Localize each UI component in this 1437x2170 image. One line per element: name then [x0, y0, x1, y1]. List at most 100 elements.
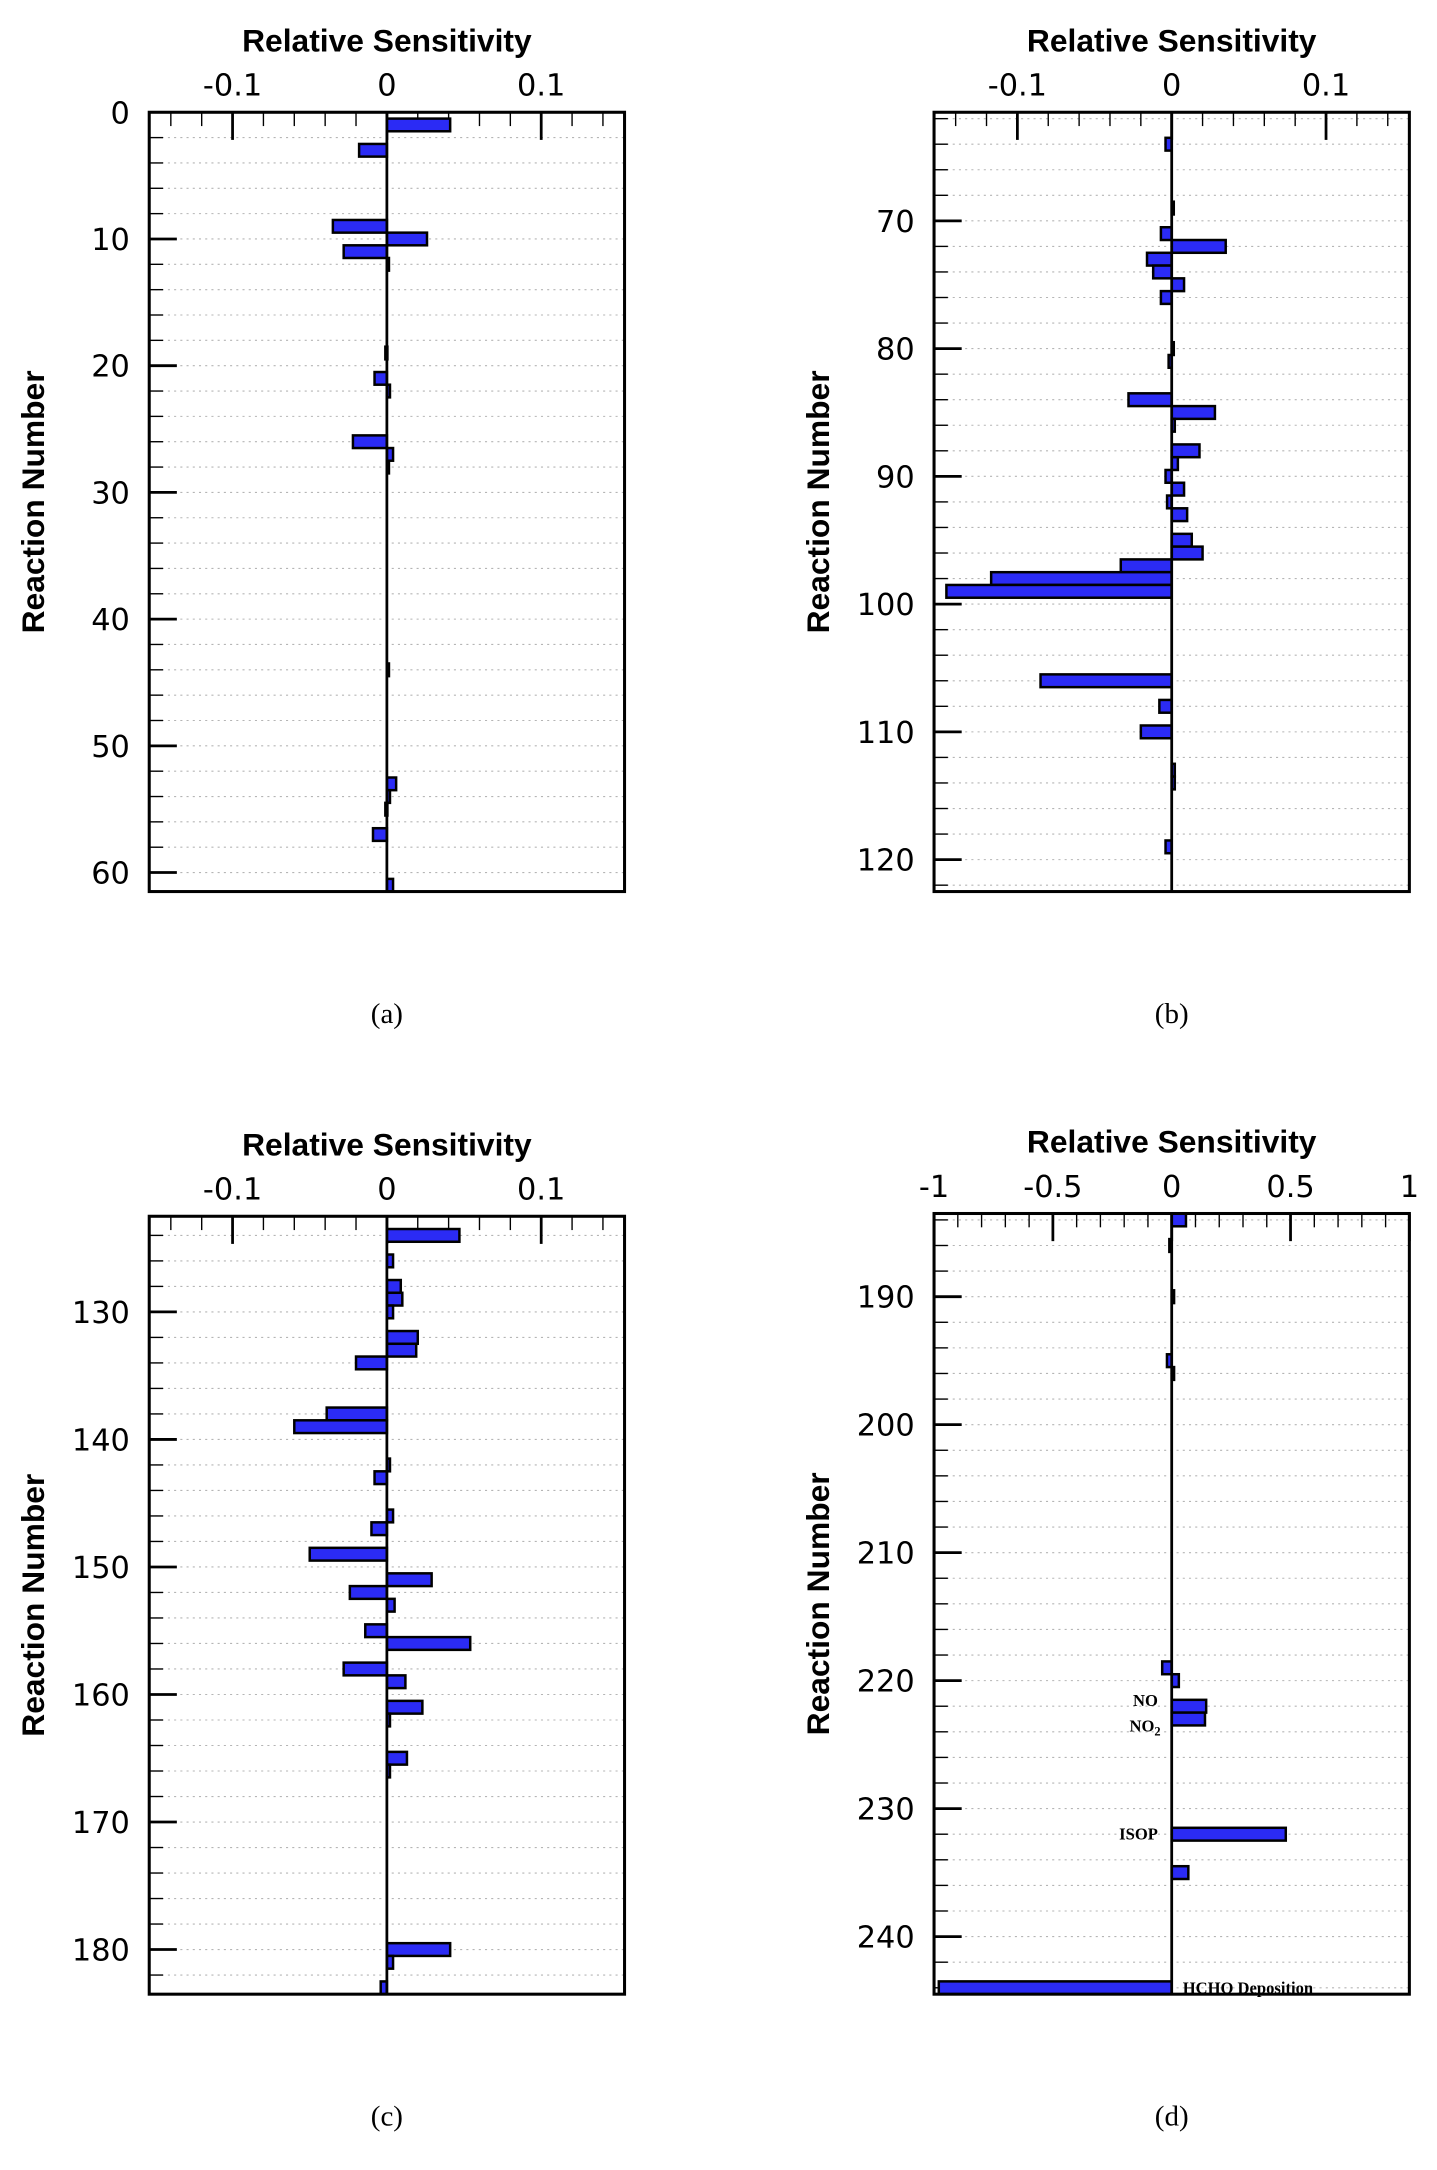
y-axis-title: Reaction Number — [15, 370, 51, 633]
y-tick-label: 60 — [91, 857, 130, 892]
x-tick-label: 0 — [1162, 1170, 1181, 1205]
bar-reaction-129 — [385, 1291, 404, 1307]
y-tick-label: 70 — [876, 205, 915, 240]
bar-reaction-147 — [370, 1521, 389, 1537]
annotation-text: ISOP — [1119, 1825, 1158, 1844]
y-tick-label: 100 — [857, 588, 915, 623]
x-tick-label: 0.1 — [517, 1173, 565, 1208]
axes-frame — [147, 110, 627, 894]
axes-frame — [932, 110, 1411, 894]
y-tick-label: 40 — [91, 603, 130, 638]
bar-reaction-97 — [1119, 558, 1173, 574]
y-tick-label: 120 — [857, 844, 915, 879]
bar-reaction-57 — [371, 826, 389, 843]
bar-reaction-149 — [308, 1546, 389, 1562]
bar-annotation: ISOP — [1119, 1825, 1158, 1844]
y-tick-label: 170 — [72, 1806, 130, 1841]
bar-reaction-158 — [342, 1661, 389, 1677]
bar-reaction-98 — [989, 570, 1173, 587]
bar-reaction-11 — [342, 244, 389, 260]
y-tick-label: 10 — [91, 223, 130, 258]
bar-reaction-143 — [373, 1470, 389, 1486]
bar-reaction-133 — [385, 1342, 418, 1358]
panel-caption: (b) — [1155, 998, 1189, 1030]
bar-reaction-96 — [1170, 545, 1204, 561]
bar-reaction-161 — [385, 1699, 424, 1715]
x-axis-title: Relative Sensitivity — [242, 1126, 532, 1162]
y-tick-label: 130 — [72, 1296, 130, 1331]
x-tick-label: -0.1 — [203, 1173, 262, 1208]
y-tick-label: 180 — [72, 1934, 130, 1969]
y-tick-label: 80 — [876, 333, 915, 368]
bar-reaction-180 — [385, 1941, 452, 1958]
bar-reaction-84 — [1127, 392, 1173, 408]
bar-reaction-71 — [1159, 225, 1173, 242]
bar-reaction-9 — [331, 218, 389, 234]
y-tick-label: 140 — [72, 1423, 130, 1458]
y-tick-label: 160 — [72, 1679, 130, 1714]
bar-reaction-1 — [385, 117, 452, 133]
x-tick-label: 1 — [1400, 1170, 1419, 1205]
bar-reaction-88 — [1170, 443, 1201, 459]
bar-reaction-76 — [1159, 289, 1173, 306]
bar-reaction-132 — [385, 1329, 419, 1346]
y-axis-title: Reaction Number — [800, 370, 836, 633]
y-axis-title: Reaction Number — [800, 1472, 836, 1735]
bar-reaction-223 — [1170, 1711, 1207, 1727]
annotation-text: NO — [1130, 1716, 1155, 1735]
bar-reaction-73 — [1145, 251, 1173, 267]
x-tick-label: -1 — [919, 1170, 949, 1205]
bar-reaction-128 — [385, 1278, 403, 1295]
y-tick-label: 90 — [876, 460, 915, 495]
bar-reaction-106 — [1039, 673, 1173, 689]
annotation-text: HCHO Deposition — [1183, 1978, 1313, 1997]
y-tick-label: 230 — [857, 1793, 915, 1828]
bar-reaction-244 — [937, 1980, 1173, 1996]
bar-reaction-151 — [385, 1572, 433, 1588]
bar-reaction-21 — [373, 370, 389, 386]
chart-panel-a: -0.1 0 0.1 0 10 20 30 40 50 60 Relative Sensitivit… — [15, 22, 627, 1030]
bar-reaction-75 — [1170, 277, 1186, 293]
annotation-subscript: 2 — [1154, 1725, 1160, 1739]
bar-reaction-139 — [293, 1419, 389, 1435]
bar-reaction-53 — [385, 776, 398, 792]
bar-reaction-93 — [1170, 507, 1189, 523]
x-tick-label: 0.1 — [1302, 69, 1350, 104]
bar-reaction-156 — [385, 1635, 472, 1652]
y-tick-label: 220 — [857, 1665, 915, 1700]
x-tick-label: -0.1 — [203, 69, 262, 104]
bar-reaction-95 — [1170, 532, 1194, 548]
annotation-text: NO — [1133, 1691, 1158, 1710]
bar-reaction-99 — [945, 583, 1173, 599]
bar-reaction-219 — [1160, 1660, 1173, 1676]
panel-caption: (c) — [371, 2100, 403, 2132]
x-tick-label: 0 — [1162, 69, 1181, 104]
bar-reaction-110 — [1139, 724, 1173, 740]
y-tick-label: 190 — [857, 1281, 915, 1316]
x-axis-title: Relative Sensitivity — [1027, 22, 1317, 58]
axes-frame — [147, 1214, 627, 1996]
y-tick-label: 150 — [72, 1551, 130, 1586]
bar-reaction-235 — [1170, 1864, 1190, 1881]
bar-annotation: HCHO Deposition — [1183, 1978, 1313, 1997]
chart-panel-d: -1 -0.5 0 0.5 1 190 200 210 220 230 240 Relative Se… — [800, 1124, 1419, 2133]
bar-reaction-74 — [1151, 264, 1173, 280]
y-tick-label: 30 — [91, 476, 130, 511]
bar-reaction-72 — [1170, 238, 1227, 255]
bar-reaction-91 — [1170, 481, 1186, 497]
bar-reaction-108 — [1158, 698, 1173, 714]
y-tick-label: 210 — [857, 1537, 915, 1572]
panel-caption: (a) — [371, 998, 403, 1030]
bar-reaction-3 — [357, 142, 389, 158]
bar-reaction-155 — [364, 1623, 389, 1639]
bar-reaction-10 — [385, 231, 429, 247]
panel-caption: (d) — [1155, 2100, 1189, 2132]
x-tick-label: -0.5 — [1023, 1170, 1082, 1205]
bar-reaction-159 — [385, 1674, 407, 1690]
x-tick-label: 0.1 — [517, 69, 565, 104]
bar-annotation: NO — [1133, 1691, 1158, 1710]
bar-reaction-184 — [1170, 1212, 1188, 1228]
chart-panel-c: -0.1 0 0.1 130 140 150 160 170 180 Relative Sensi… — [15, 1126, 627, 2132]
chart-panel-b: -0.1 0 0.1 70 80 90 100 110 120 Relative Sensitiv… — [800, 22, 1411, 1030]
